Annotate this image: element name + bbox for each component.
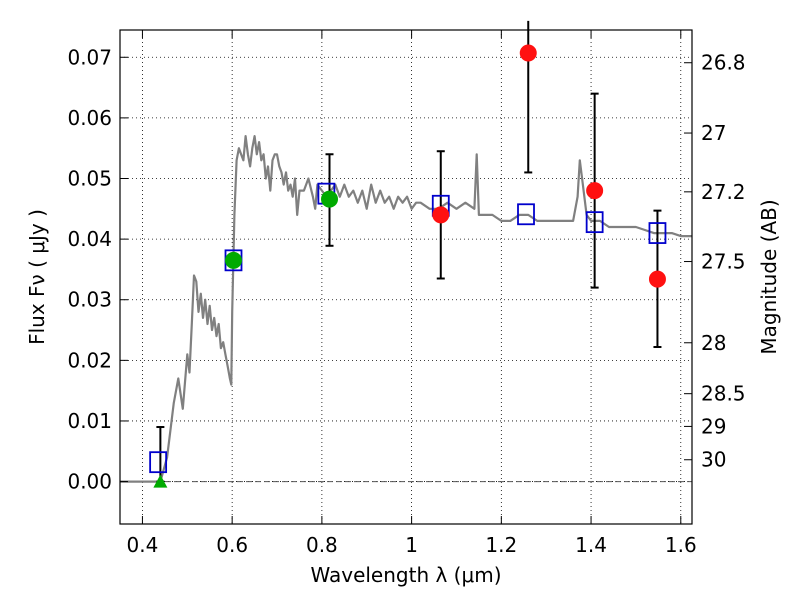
y-tick-label: 0.03 — [67, 288, 112, 312]
photometry-point — [225, 251, 243, 269]
sed-model-line — [120, 135, 692, 483]
x-axis-ticks: 0.4 0.6 0.8 1 1.2 1.4 1.6 — [127, 30, 697, 557]
photometry-point — [321, 190, 339, 208]
right-tick-label: 28 — [701, 331, 726, 355]
right-tick-label: 30 — [701, 448, 726, 472]
y-tick-label: 0.04 — [67, 227, 112, 251]
y-tick-label: 0.06 — [67, 106, 112, 130]
y-tick-label: 0.00 — [67, 470, 112, 494]
right-tick-label: 29 — [701, 414, 726, 438]
model-square-marker — [648, 222, 667, 244]
model-square-marker — [149, 451, 168, 474]
right-axis-label: Magnitude (AB) — [757, 199, 781, 354]
y-axis-label: Flux Fν ( μJy ) — [25, 209, 49, 345]
right-tick-label: 26.8 — [701, 51, 746, 75]
x-tick-label: 0.8 — [306, 533, 338, 557]
x-axis-label: Wavelength λ (μm) — [310, 563, 501, 587]
right-axis-ticks: 26.8 27 27.2 27.5 28 28.5 29 30 — [684, 51, 746, 472]
photometry-point — [586, 182, 604, 200]
right-tick-label: 28.5 — [701, 382, 746, 406]
model-square-marker — [517, 203, 535, 226]
y-axis-ticks: 0.00 0.01 0.02 0.03 0.04 0.05 0.06 0.07 — [67, 45, 128, 494]
x-tick-label: 1.6 — [665, 533, 697, 557]
upper-limit-triangle — [153, 474, 168, 488]
y-tick-label: 0.07 — [67, 45, 112, 69]
right-tick-label: 27 — [701, 121, 726, 145]
plot-frame — [119, 29, 693, 525]
x-tick-label: 0.4 — [127, 533, 159, 557]
right-tick-label: 27.2 — [701, 180, 746, 204]
x-tick-label: 1.4 — [575, 533, 607, 557]
grid — [120, 30, 692, 524]
y-tick-label: 0.01 — [67, 409, 112, 433]
x-tick-label: 1 — [405, 533, 418, 557]
markers — [149, 44, 667, 488]
photometry-point — [432, 206, 450, 224]
model-square-marker — [585, 211, 604, 234]
x-tick-label: 0.6 — [216, 533, 248, 557]
right-tick-label: 27.5 — [701, 250, 746, 274]
y-tick-label: 0.05 — [67, 167, 112, 191]
photometry-point — [519, 44, 537, 62]
photometry-point — [648, 270, 666, 288]
x-tick-label: 1.2 — [485, 533, 517, 557]
y-tick-label: 0.02 — [67, 348, 112, 372]
series-layer — [120, 135, 692, 483]
